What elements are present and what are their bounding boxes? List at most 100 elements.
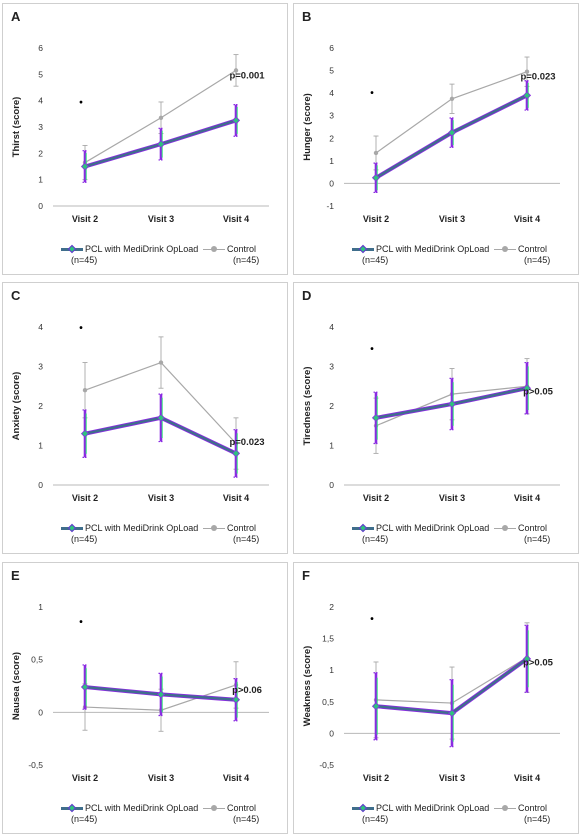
chart-panel-a: A 0 1 2 3 4 5 6 Thirst (score) Visit 2 Visit 3 Visi… (2, 3, 288, 275)
legend-label: PCL with MediDrink OpLoad (85, 803, 199, 813)
y-tick-label: -0,5 (319, 760, 334, 770)
pcl-data-point (447, 399, 457, 409)
legend-n: (n=45) (524, 255, 551, 266)
legend-entry-pcl: PCL with MediDrink OpLoad (n=45) (352, 523, 489, 544)
x-tick-label: Visit 2 (363, 493, 389, 503)
x-tick-label: Visit 4 (514, 773, 540, 783)
y-tick-label: 1 (329, 665, 334, 675)
y-tick-label: 1,5 (322, 634, 334, 644)
y-tick-label: 5 (329, 66, 334, 76)
control-legend-swatch (494, 245, 516, 254)
x-tick-label: Visit 4 (223, 493, 249, 503)
y-tick-label: -0,5 (28, 760, 43, 770)
x-tick-label: Visit 2 (72, 493, 98, 503)
y-tick-label: 6 (329, 43, 334, 53)
line-chart: 0 1 2 3 4 5 6 Thirst (score) Visit 2 Visit 3 Visit… (11, 43, 269, 224)
control-data-point (158, 360, 164, 365)
pcl-data-point (231, 116, 241, 125)
control-legend-swatch (203, 524, 225, 533)
chart-panel-d: D 0 1 2 3 4 Tiredness (score) Visit 2 Visit 3 Vis… (293, 282, 579, 554)
y-axis-label: Thirst (score) (11, 97, 22, 158)
legend-label: PCL with MediDrink OpLoad (376, 523, 490, 533)
legend-label: Control (518, 803, 548, 813)
significance-marker: • (370, 88, 374, 99)
pcl-legend-swatch (61, 245, 83, 254)
y-tick-label: -1 (326, 201, 334, 211)
pcl-data-point (447, 709, 457, 718)
y-tick-label: 2 (329, 602, 334, 612)
chart-legend: PCL with MediDrink OpLoad (n=45) Control (n… (294, 523, 580, 553)
panel-letter: D (302, 288, 312, 303)
legend-n: (n=45) (362, 814, 389, 825)
legend-entry-pcl: PCL with MediDrink OpLoad (n=45) (61, 244, 198, 265)
control-legend-swatch (203, 804, 225, 813)
legend-entry-pcl: PCL with MediDrink OpLoad (n=45) (352, 244, 489, 265)
legend-n: (n=45) (362, 255, 389, 266)
x-tick-label: Visit 3 (439, 493, 465, 503)
y-tick-label: 6 (38, 43, 43, 53)
legend-n: (n=45) (233, 814, 260, 825)
y-tick-label: 2 (329, 401, 334, 411)
legend-n: (n=45) (233, 255, 260, 266)
legend-label: PCL with MediDrink OpLoad (376, 803, 490, 813)
panel-letter: C (11, 288, 21, 303)
control-legend-swatch (203, 245, 225, 254)
y-tick-label: 1 (38, 602, 43, 612)
x-tick-label: Visit 2 (72, 214, 98, 224)
x-tick-label: Visit 2 (72, 773, 98, 783)
legend-entry-control: Control (n=45) (494, 523, 550, 544)
legend-n: (n=45) (362, 534, 389, 545)
y-tick-label: 0,5 (322, 697, 334, 707)
panel-letter: F (302, 568, 310, 583)
pcl-data-point (522, 654, 532, 663)
pcl-data-point (371, 413, 381, 422)
y-tick-label: 1 (329, 441, 334, 451)
y-tick-label: 2 (38, 401, 43, 411)
panel-letter: E (11, 568, 20, 583)
legend-label: PCL with MediDrink OpLoad (85, 523, 199, 533)
pcl-data-point (371, 173, 381, 182)
y-tick-label: 3 (38, 122, 43, 132)
y-axis-label: Anxiety (score) (11, 372, 22, 441)
pcl-data-point (231, 449, 241, 458)
y-tick-label: 3 (329, 111, 334, 121)
legend-n: (n=45) (233, 534, 260, 545)
legend-label: Control (518, 244, 548, 254)
x-tick-label: Visit 3 (148, 493, 174, 503)
pcl-data-point (80, 682, 90, 692)
legend-label: Control (227, 523, 257, 533)
panel-letter: A (11, 9, 21, 24)
y-tick-label: 0 (38, 201, 43, 211)
x-tick-label: Visit 2 (363, 773, 389, 783)
legend-label: Control (518, 523, 548, 533)
legend-n: (n=45) (71, 814, 98, 825)
x-tick-label: Visit 2 (363, 214, 389, 224)
legend-entry-pcl: PCL with MediDrink OpLoad (n=45) (61, 803, 198, 824)
control-legend-swatch (494, 804, 516, 813)
chart-panel-f: F -0,5 0 0,5 1 1,5 2 Weakness (score) Visit 2 Vis… (293, 562, 579, 834)
x-tick-label: Visit 3 (148, 214, 174, 224)
pcl-data-point (156, 140, 166, 149)
line-chart: -0,5 0 0,5 1 Nausea (score) Visit 2 Visit 3 Vis… (11, 602, 269, 783)
y-tick-label: 1 (38, 441, 43, 451)
pcl-data-point (80, 429, 90, 438)
y-tick-label: 0 (329, 728, 334, 738)
p-value-annotation: p=0.023 (229, 437, 264, 448)
legend-n: (n=45) (524, 814, 551, 825)
legend-entry-control: Control (n=45) (494, 803, 550, 824)
legend-entry-pcl: PCL with MediDrink OpLoad (n=45) (61, 523, 198, 544)
chart-panel-c: C 0 1 2 3 4 Anxiety (score) Visit 2 Visit 3 Visit… (2, 282, 288, 554)
pcl-data-point (522, 91, 532, 100)
significance-marker: • (79, 97, 83, 108)
control-data-point (449, 96, 455, 101)
y-axis-label: Tiredness (score) (302, 366, 313, 445)
control-data-point (82, 388, 88, 393)
y-tick-label: 4 (329, 322, 334, 332)
x-tick-label: Visit 3 (148, 773, 174, 783)
pcl-legend-swatch (352, 524, 374, 533)
pcl-legend-swatch (61, 524, 83, 533)
y-tick-label: 0 (329, 178, 334, 188)
x-tick-label: Visit 4 (223, 214, 249, 224)
y-axis-label: Nausea (score) (11, 652, 22, 720)
x-tick-label: Visit 4 (514, 214, 540, 224)
